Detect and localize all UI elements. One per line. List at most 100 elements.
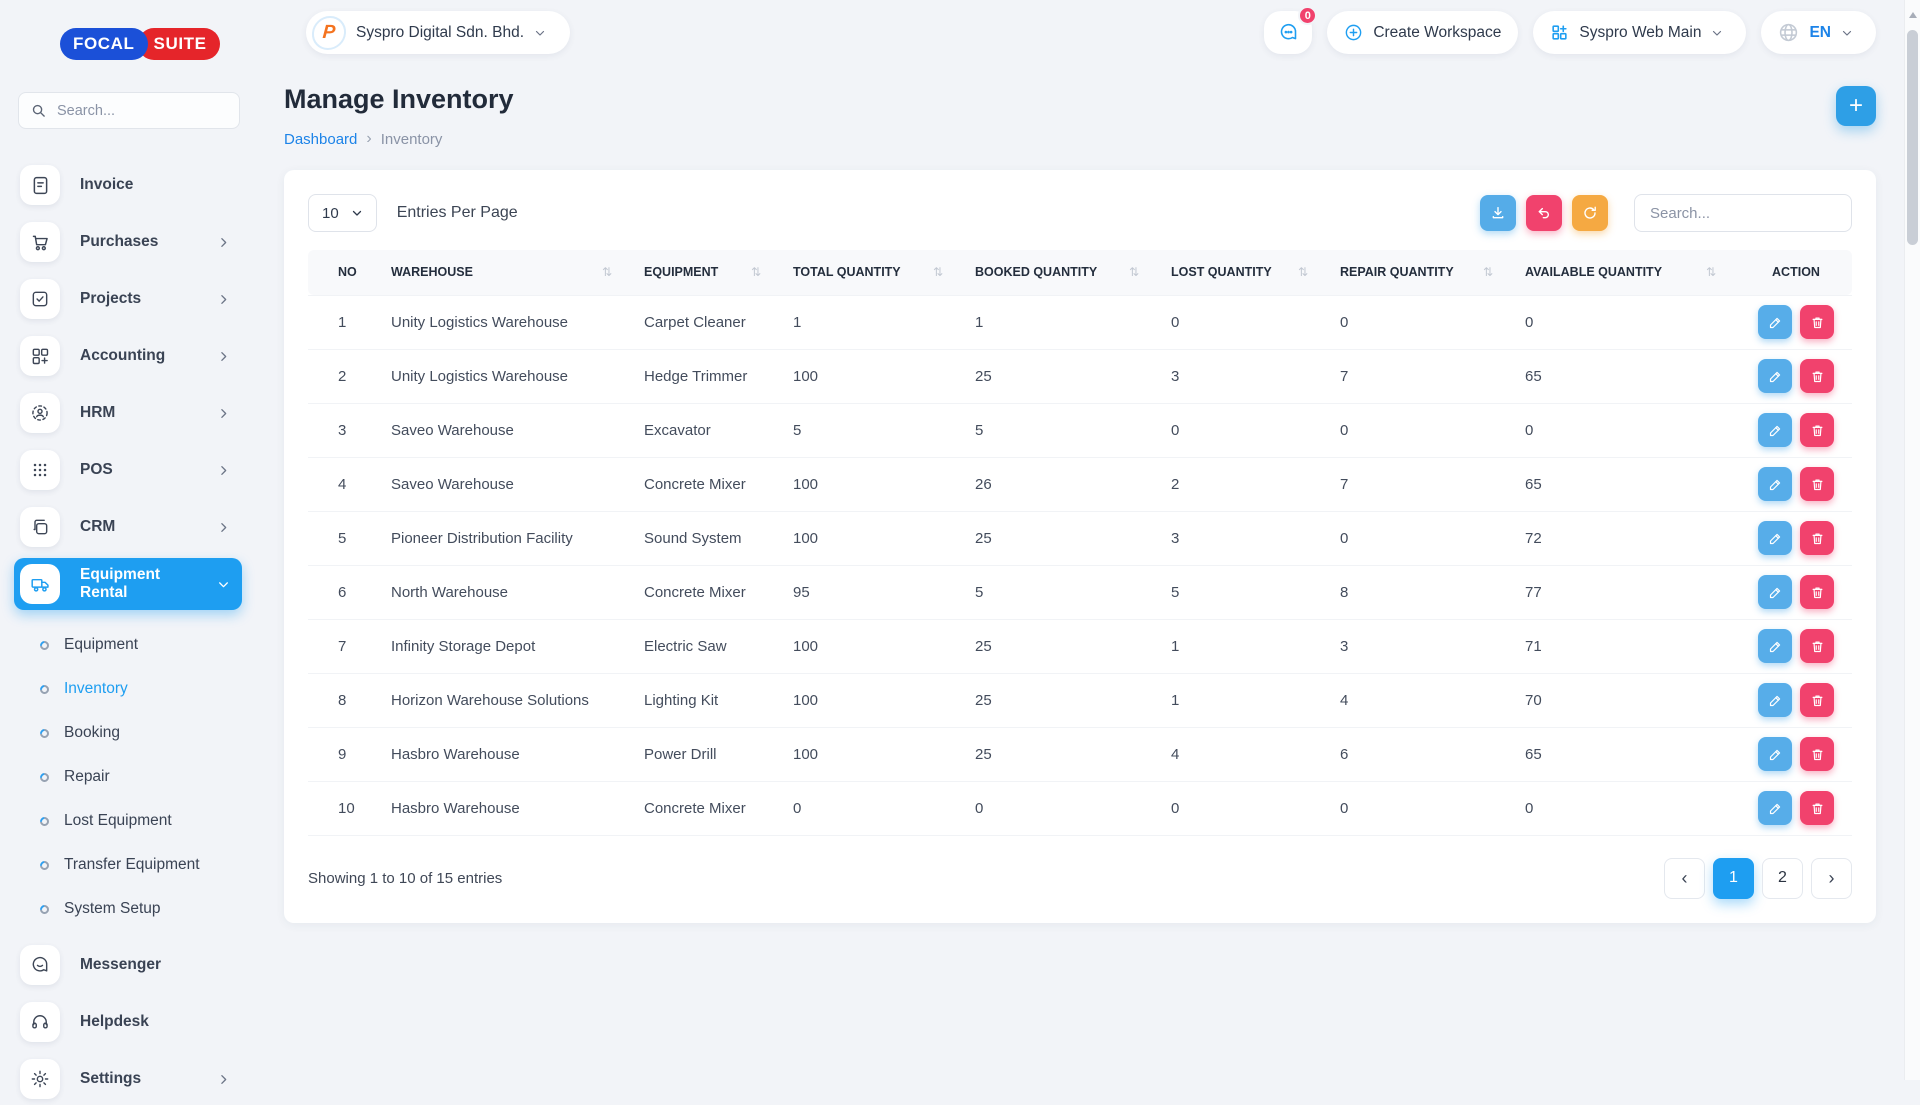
delete-button[interactable] xyxy=(1800,305,1834,339)
edit-button[interactable] xyxy=(1758,305,1792,339)
pencil-icon xyxy=(1769,533,1780,544)
delete-button[interactable] xyxy=(1800,359,1834,393)
cell-warehouse: Horizon Warehouse Solutions xyxy=(375,672,628,727)
window-scrollbar[interactable] xyxy=(1904,0,1920,1080)
table-row: 5 Pioneer Distribution Facility Sound Sy… xyxy=(308,510,1852,565)
delete-button[interactable] xyxy=(1800,467,1834,501)
cell-no: 9 xyxy=(308,726,375,781)
sidebar-item-purchases[interactable]: Purchases xyxy=(14,216,242,268)
cell-equipment: Electric Saw xyxy=(628,618,777,673)
breadcrumb-dashboard-link[interactable]: Dashboard xyxy=(284,130,358,148)
pencil-icon xyxy=(1769,695,1780,706)
edit-button[interactable] xyxy=(1758,737,1792,771)
submenu-item-lost-equipment[interactable]: Lost Equipment xyxy=(14,799,242,843)
delete-button[interactable] xyxy=(1800,737,1834,771)
pagination-page-2[interactable]: 2 xyxy=(1762,857,1803,899)
cell-total-quantity: 100 xyxy=(777,510,959,565)
chevron-down-icon xyxy=(352,210,361,216)
sidebar-item-settings[interactable]: Settings xyxy=(14,1053,242,1105)
column-header-equipment[interactable]: EQUIPMENT ⇅ xyxy=(628,250,777,295)
sidebar-item-messenger[interactable]: Messenger xyxy=(14,939,242,991)
sidebar-item-crm[interactable]: CRM xyxy=(14,501,242,553)
refresh-button[interactable] xyxy=(1572,195,1608,231)
cell-no: 1 xyxy=(308,294,375,349)
scrollbar-up-arrow-icon[interactable] xyxy=(1909,12,1917,18)
scrollbar-thumb[interactable] xyxy=(1907,30,1918,245)
sidebar-item-helpdesk[interactable]: Helpdesk xyxy=(14,996,242,1048)
column-header-booked-quantity[interactable]: BOOKED QUANTITY ⇅ xyxy=(959,250,1155,295)
delete-button[interactable] xyxy=(1800,413,1834,447)
add-inventory-button[interactable]: + xyxy=(1836,86,1876,126)
submenu-item-repair[interactable]: Repair xyxy=(14,755,242,799)
cell-equipment: Sound System xyxy=(628,510,777,565)
edit-button[interactable] xyxy=(1758,359,1792,393)
cell-booked-quantity: 25 xyxy=(959,618,1155,673)
column-header-lost-quantity[interactable]: LOST QUANTITY ⇅ xyxy=(1155,250,1324,295)
export-download-button[interactable] xyxy=(1480,195,1516,231)
column-header-warehouse[interactable]: WAREHOUSE ⇅ xyxy=(375,250,628,295)
delete-button[interactable] xyxy=(1800,791,1834,825)
column-header-repair-quantity[interactable]: REPAIR QUANTITY ⇅ xyxy=(1324,250,1509,295)
cell-booked-quantity: 26 xyxy=(959,456,1155,511)
undo-button[interactable] xyxy=(1526,195,1562,231)
submenu-item-inventory[interactable]: Inventory xyxy=(14,667,242,711)
site-menu-label: Syspro Web Main xyxy=(1579,23,1702,41)
bullet-icon xyxy=(38,902,51,916)
cell-booked-quantity: 25 xyxy=(959,672,1155,727)
page-size-select[interactable]: 10 xyxy=(308,194,377,232)
pagination-next-button[interactable]: › xyxy=(1811,857,1852,899)
sidebar-item-hrm[interactable]: HRM xyxy=(14,387,242,439)
trash-icon xyxy=(1812,317,1822,328)
workspace-selector[interactable]: P Syspro Digital Sdn. Bhd. xyxy=(306,11,571,54)
edit-button[interactable] xyxy=(1758,683,1792,717)
pagination-page-1[interactable]: 1 xyxy=(1713,857,1754,899)
edit-button[interactable] xyxy=(1758,467,1792,501)
table-search-input[interactable] xyxy=(1634,194,1852,232)
sort-icon[interactable]: ⇅ xyxy=(1297,265,1308,280)
submenu-item-booking[interactable]: Booking xyxy=(14,711,242,755)
edit-button[interactable] xyxy=(1758,791,1792,825)
sidebar-item-pos[interactable]: POS xyxy=(14,444,242,496)
sort-icon[interactable]: ⇅ xyxy=(750,265,761,280)
sort-icon[interactable]: ⇅ xyxy=(932,265,943,280)
edit-button[interactable] xyxy=(1758,521,1792,555)
search-icon xyxy=(32,104,45,117)
chevron-right-icon xyxy=(217,350,230,363)
chevron-right-icon xyxy=(217,236,230,249)
edit-button[interactable] xyxy=(1758,575,1792,609)
pagination-prev-button[interactable]: ‹ xyxy=(1664,857,1705,899)
column-header-available-quantity[interactable]: AVAILABLE QUANTITY ⇅ xyxy=(1509,250,1732,295)
sort-icon[interactable]: ⇅ xyxy=(601,265,612,280)
submenu-item-equipment[interactable]: Equipment xyxy=(14,623,242,667)
cell-warehouse: North Warehouse xyxy=(375,564,628,619)
submenu-item-system-setup[interactable]: System Setup xyxy=(14,887,242,931)
sidebar-item-invoice[interactable]: Invoice xyxy=(14,159,242,211)
sidebar-item-equipment-rental[interactable]: Equipment Rental xyxy=(14,558,242,610)
sidebar-item-projects[interactable]: Projects xyxy=(14,273,242,325)
delete-button[interactable] xyxy=(1800,521,1834,555)
submenu-item-transfer-equipment[interactable]: Transfer Equipment xyxy=(14,843,242,887)
sidebar-item-accounting[interactable]: Accounting xyxy=(14,330,242,382)
sort-icon[interactable]: ⇅ xyxy=(1128,265,1139,280)
cell-available-quantity: 65 xyxy=(1509,348,1732,403)
cell-no: 8 xyxy=(308,672,375,727)
delete-button[interactable] xyxy=(1800,683,1834,717)
site-menu-button[interactable]: Syspro Web Main xyxy=(1533,11,1747,54)
column-header-total-quantity[interactable]: TOTAL QUANTITY ⇅ xyxy=(777,250,959,295)
table-body: 1 Unity Logistics Warehouse Carpet Clean… xyxy=(308,294,1852,836)
user-focus-icon xyxy=(20,393,60,433)
sort-icon[interactable]: ⇅ xyxy=(1482,265,1493,280)
sidebar-search-input[interactable] xyxy=(55,101,227,120)
sort-icon[interactable]: ⇅ xyxy=(1705,265,1716,280)
create-workspace-button[interactable]: Create Workspace xyxy=(1327,11,1519,54)
page-size-value: 10 xyxy=(322,204,339,222)
edit-button[interactable] xyxy=(1758,413,1792,447)
language-selector[interactable]: EN xyxy=(1761,11,1876,54)
main-area: P Syspro Digital Sdn. Bhd. 0 Create Work… xyxy=(256,0,1920,1080)
cell-lost-quantity: 2 xyxy=(1155,456,1324,511)
delete-button[interactable] xyxy=(1800,629,1834,663)
messages-button[interactable]: 0 xyxy=(1264,6,1318,54)
cell-total-quantity: 100 xyxy=(777,618,959,673)
delete-button[interactable] xyxy=(1800,575,1834,609)
edit-button[interactable] xyxy=(1758,629,1792,663)
